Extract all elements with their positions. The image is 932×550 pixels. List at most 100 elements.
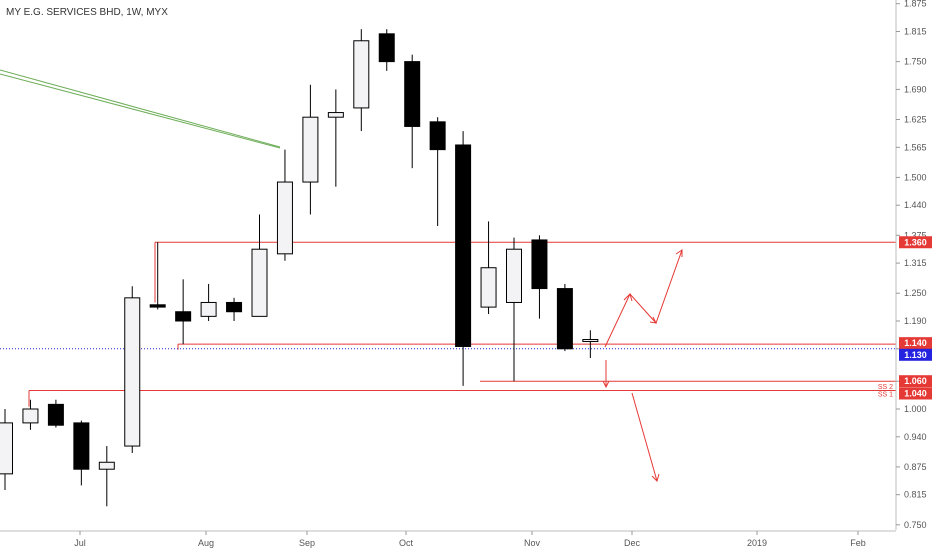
- candle-body-down: [175, 311, 192, 322]
- candle-body-down: [47, 403, 64, 426]
- candle-body-down: [149, 304, 166, 308]
- candle: [98, 446, 115, 507]
- price-badge-label: 1.060: [904, 376, 927, 386]
- arrowhead-down-2: [651, 473, 660, 482]
- candle: [22, 399, 39, 430]
- candle: [404, 54, 421, 169]
- candle-body-up: [276, 181, 293, 255]
- candle-body-up: [200, 301, 217, 317]
- candle: [506, 237, 522, 382]
- y-tick-label: 0.815: [904, 490, 927, 500]
- candle-body-up: [124, 297, 141, 447]
- candle: [429, 117, 446, 227]
- candle: [276, 149, 293, 261]
- price-badge-label: 1.140: [904, 338, 927, 348]
- y-tick-label: 1.500: [904, 172, 927, 182]
- candle-body-up: [251, 248, 268, 317]
- candle-body-down: [73, 422, 90, 470]
- x-tick-label: Oct: [399, 538, 414, 548]
- candle-body-down: [455, 144, 472, 347]
- candle-body-up: [327, 112, 344, 118]
- horizontal-levels: SS 2SS 1: [0, 241, 896, 407]
- candle-body-down: [378, 33, 395, 63]
- candle: [353, 29, 370, 132]
- candle: [175, 279, 192, 345]
- candle: [124, 286, 141, 454]
- y-tick-label: 1.315: [904, 258, 927, 268]
- candle: [531, 235, 548, 319]
- price-badge-label: 1.130: [904, 350, 927, 360]
- arrowhead-up-1: [623, 293, 633, 302]
- chart-title: MY E.G. SERVICES BHD, 1W, MYX: [6, 7, 168, 18]
- bullish-projection-path: [604, 249, 683, 348]
- bearish-projection-path: [631, 392, 658, 482]
- x-tick-label: 2019: [747, 538, 767, 548]
- price-badge: [899, 337, 932, 350]
- ss-label: SS 2: [878, 384, 893, 391]
- arrowhead-up-2: [675, 249, 683, 257]
- candle: [480, 221, 497, 315]
- candle-body-up: [353, 40, 370, 109]
- candle-body-up: [480, 267, 497, 308]
- x-tick-label: Jul: [74, 538, 86, 548]
- candle-body-down: [531, 239, 548, 290]
- candle: [302, 84, 319, 215]
- projection-arrows: [602, 249, 683, 482]
- candles: [0, 29, 599, 507]
- price-badge-label: 1.360: [904, 237, 927, 247]
- candle-body-up: [302, 116, 319, 183]
- candle-body-up: [98, 461, 115, 470]
- x-tick-label: Feb: [850, 538, 866, 548]
- y-tick-label: 1.250: [904, 288, 927, 298]
- y-tick-label: 1.565: [904, 142, 927, 152]
- candle: [226, 297, 243, 321]
- candle: [556, 283, 573, 352]
- price-badge: [899, 375, 932, 388]
- y-tick-label: 1.625: [904, 115, 927, 125]
- candle: [47, 399, 64, 428]
- y-tick-label: 0.750: [904, 520, 927, 530]
- trendline-a: [0, 69, 281, 148]
- candle: [327, 89, 344, 187]
- candle: [455, 131, 472, 386]
- ss-label: SS 1: [878, 391, 893, 398]
- y-tick-label: 1.875: [904, 0, 927, 9]
- candle: [149, 242, 166, 310]
- candle-body-up: [506, 248, 522, 303]
- y-tick-label: 1.440: [904, 200, 927, 210]
- arrowhead-down-1: [602, 380, 610, 389]
- x-tick-label: Nov: [524, 538, 541, 548]
- price-badge-label: 1.040: [904, 388, 927, 398]
- y-tick-label: 0.940: [904, 432, 927, 442]
- y-tick-label: 1.190: [904, 316, 927, 326]
- y-tick-label: 1.690: [904, 84, 927, 94]
- price-badge: [899, 387, 932, 400]
- x-tick-label: Sep: [299, 538, 315, 548]
- y-tick-label: 1.750: [904, 57, 927, 67]
- candle-body-up: [0, 422, 13, 475]
- candle-body-down: [226, 301, 243, 313]
- time-axis: Jul Aug Sep Oct Nov Dec 2019 Feb: [0, 530, 896, 548]
- candle-body-down: [556, 288, 573, 350]
- candle: [200, 283, 217, 321]
- y-tick-label: 1.815: [904, 27, 927, 37]
- trendline-b: [0, 73, 281, 149]
- price-badge: [899, 348, 932, 361]
- candle: [251, 214, 268, 317]
- arrowhead-mid: [649, 316, 657, 324]
- x-tick-label: Dec: [624, 538, 641, 548]
- candle-body-down: [429, 121, 446, 151]
- candle: [582, 330, 599, 359]
- candle-body-up: [582, 339, 599, 343]
- y-tick-label: 0.875: [904, 462, 927, 472]
- x-tick-label: Aug: [198, 538, 214, 548]
- trendline: [0, 69, 281, 149]
- candle-body-down: [404, 61, 421, 127]
- candle: [378, 29, 395, 71]
- price-axis: 1.875 1.815 1.750 1.690 1.625 1.565 1.500 1.440…: [895, 0, 932, 530]
- candle-body-up: [22, 408, 39, 424]
- y-tick-label: 1.000: [904, 404, 927, 414]
- candle: [73, 420, 90, 486]
- price-badge: [899, 236, 932, 249]
